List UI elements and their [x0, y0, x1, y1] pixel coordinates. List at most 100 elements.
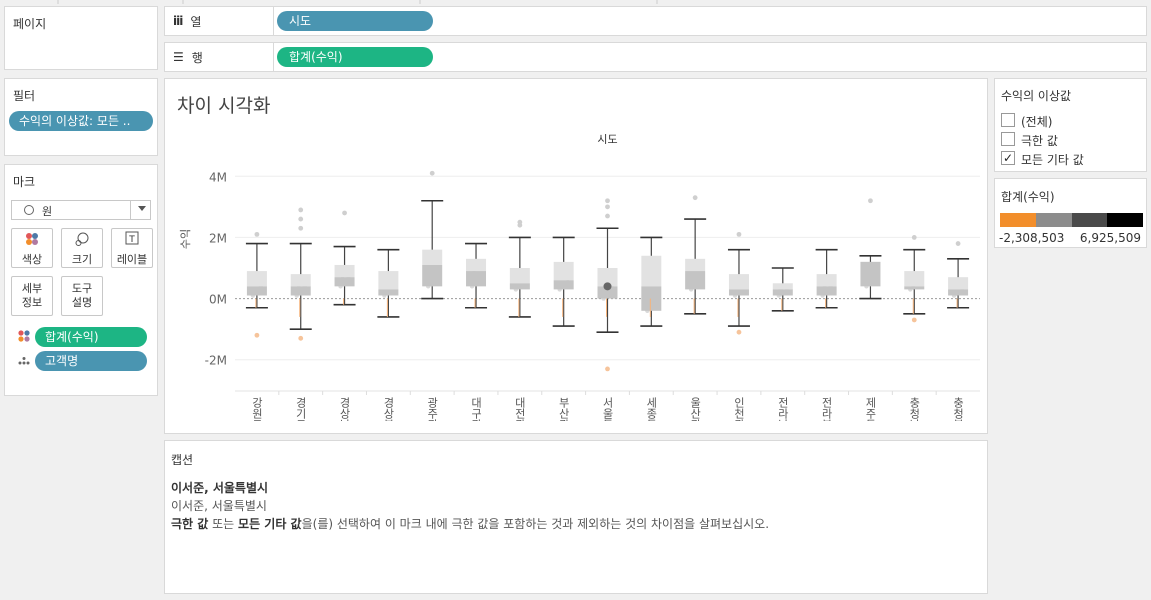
- box-upper: [641, 255, 662, 287]
- outlier-point: [911, 317, 917, 323]
- outlier-point: [517, 222, 523, 228]
- mark-type-dropdown[interactable]: 원: [11, 200, 151, 220]
- box-upper: [246, 271, 267, 287]
- size-icon: [62, 231, 102, 251]
- detail-button[interactable]: 세부 정보: [11, 276, 53, 316]
- outlier-point: [736, 231, 742, 237]
- legend-swatch-dark-gray: [1071, 213, 1108, 227]
- color-button[interactable]: 색상: [11, 228, 53, 268]
- caption-or: 또는: [208, 517, 239, 531]
- columns-pill-province[interactable]: 시도: [277, 11, 433, 31]
- tooltip-button[interactable]: 도구 설명: [61, 276, 103, 316]
- filters-title: 필터: [13, 89, 36, 103]
- columns-shelf[interactable]: iii 열 시도: [164, 6, 1147, 36]
- caption-line-1: 이서준, 서울특별시: [171, 481, 269, 495]
- legend-color-ramp[interactable]: [1000, 213, 1143, 227]
- outlier-option-extreme[interactable]: 극한 값: [995, 131, 1145, 149]
- x-category-label: 대구광역시: [470, 397, 483, 421]
- box-lower: [422, 264, 443, 287]
- pages-title: 페이지: [13, 17, 47, 31]
- mark-field-customer[interactable]: 고객명: [35, 351, 147, 371]
- svg-text:T: T: [128, 235, 135, 245]
- x-category-label: 강원도: [250, 397, 263, 421]
- box-lower: [772, 289, 793, 296]
- marks-title: 마크: [13, 175, 36, 189]
- checkbox-extreme[interactable]: [1001, 132, 1015, 146]
- caption-pane: 캡션 이서준, 서울특별시 이서준, 서울특별시 극한 값 또는 모든 기타 값…: [164, 440, 988, 594]
- y-axis-label: 수익: [179, 229, 192, 249]
- dropdown-divider: [130, 201, 131, 219]
- box-경상남도: [333, 210, 356, 306]
- chevron-down-icon: [138, 206, 146, 211]
- rows-shelf[interactable]: ☰ 행 합계(수익): [164, 42, 1147, 72]
- tooltip-button-label-2: 설명: [71, 296, 93, 309]
- box-lower: [816, 286, 837, 296]
- box-upper: [509, 268, 530, 284]
- shelf-divider: [273, 7, 274, 35]
- box-전라남도: [771, 267, 794, 312]
- x-category-label: 세종특별자치시: [645, 397, 658, 421]
- option-label-other: 모든 기타 값: [1021, 153, 1084, 167]
- box-lower: [509, 283, 530, 290]
- caption-title: 캡션: [171, 453, 194, 467]
- legend-swatch-black: [1107, 213, 1143, 227]
- outlier-option-other[interactable]: ✓ 모든 기타 값: [995, 150, 1145, 168]
- mark-type-value: 원: [42, 205, 53, 218]
- outlier-option-all[interactable]: (전체): [995, 112, 1145, 130]
- x-category-label: 경상남도: [338, 397, 351, 421]
- x-category-label: 경기도: [294, 397, 307, 421]
- circle-icon: [24, 205, 34, 215]
- box-upper: [466, 258, 487, 272]
- x-category-label: 부산광역시: [557, 397, 570, 421]
- outlier-filter-card: 수익의 이상값 (전체) 극한 값 ✓ 모든 기타 값: [994, 78, 1147, 172]
- outlier-point: [429, 170, 435, 176]
- box-광주광역시: [421, 170, 444, 300]
- legend-swatch-gray: [1035, 213, 1072, 227]
- rows-icon: ☰: [173, 50, 184, 64]
- y-tick-label: -2M: [205, 354, 227, 368]
- outlier-point: [605, 204, 610, 210]
- columns-icon: iii: [173, 14, 183, 28]
- marks-card: 마크 원 색상 크기 T 레이블 세부 정보 도구 설명 합계(수익) 고객명: [4, 164, 158, 396]
- columns-shelf-label: iii 열: [173, 7, 201, 35]
- caption-rest: 을(를) 선택하여 이 마크 내에 극한 값을 포함하는 것과 제외하는 것의 …: [301, 517, 770, 531]
- option-label-all: (전체): [1021, 115, 1053, 129]
- box-인천광역시: [727, 231, 750, 335]
- x-category-label: 대전광역시: [513, 397, 526, 421]
- x-category-label: 충청남도: [908, 397, 921, 421]
- filters-card[interactable]: 필터 수익의 이상값: 모든 ..: [4, 78, 158, 156]
- outlier-point: [605, 213, 610, 219]
- box-대전광역시: [508, 219, 531, 318]
- label-button-label: 레이블: [116, 253, 148, 266]
- box-upper: [948, 277, 969, 290]
- rows-shelf-label: ☰ 행: [173, 43, 203, 71]
- label-button[interactable]: T 레이블: [111, 228, 153, 268]
- box-lower: [860, 261, 881, 287]
- legend-max: 6,925,509: [1079, 231, 1141, 245]
- box-전라북도: [815, 248, 838, 309]
- box-경기도: [289, 207, 312, 341]
- size-button[interactable]: 크기: [61, 228, 103, 268]
- rows-pill-sum-profit[interactable]: 합계(수익): [277, 47, 433, 67]
- outlier-point: [298, 225, 304, 231]
- mark-field-sum-profit[interactable]: 합계(수익): [35, 327, 147, 347]
- columns-label-text: 열: [190, 14, 202, 29]
- filter-pill-outlier[interactable]: 수익의 이상값: 모든 ..: [9, 111, 153, 131]
- x-category-label: 인천광역시: [732, 397, 745, 421]
- y-tick-label: 2M: [209, 231, 227, 245]
- checkbox-other[interactable]: ✓: [1001, 151, 1015, 165]
- detail-button-label-1: 세부: [21, 282, 43, 295]
- shelf-divider: [273, 43, 274, 71]
- pages-card[interactable]: 페이지: [4, 6, 158, 70]
- box-upper: [904, 271, 925, 287]
- box-충청북도: [947, 241, 970, 309]
- size-button-label: 크기: [71, 253, 93, 266]
- box-대구광역시: [465, 242, 488, 309]
- outlier-point: [911, 235, 917, 240]
- tooltip-button-label-1: 도구: [71, 282, 93, 295]
- outlier-filter-title: 수익의 이상값: [1001, 89, 1072, 103]
- x-category-label: 전라북도: [820, 397, 833, 421]
- checkbox-all[interactable]: [1001, 113, 1015, 127]
- box-upper: [772, 283, 793, 290]
